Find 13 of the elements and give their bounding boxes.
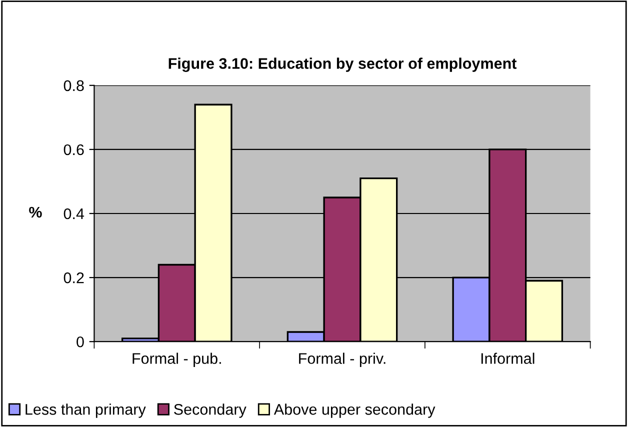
legend-label: Secondary [174,404,246,418]
x-tick-label: Informal [481,352,534,364]
chart-title: Figure 3.10: Education by sector of employment [168,58,517,72]
y-tick-label: 0 [76,336,84,348]
x-tick-label: Formal - priv. [299,352,386,367]
y-tick-label: 0.6 [64,144,84,156]
y-tick-label: 0.2 [64,272,84,284]
x-tick-label: Formal - pub. [132,352,221,367]
legend-label: Above upper secondary [274,404,436,418]
legend-label: Less than primary [26,404,146,418]
y-tick-label: 0.4 [64,208,84,220]
y-axis-title: % [29,206,42,218]
y-tick-label: 0.8 [64,80,84,92]
